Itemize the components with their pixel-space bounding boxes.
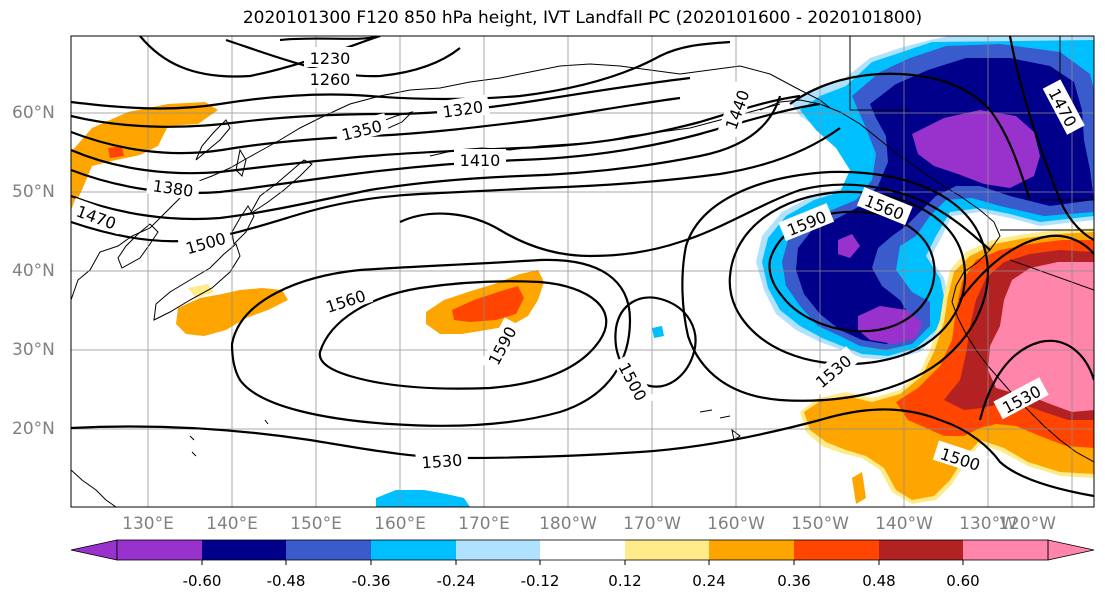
colorbar-segment — [794, 540, 879, 560]
ivt-field-shading — [376, 490, 470, 507]
contour-label: 1440 — [722, 87, 754, 132]
colorbar-outline — [116, 539, 1049, 561]
ivt-field-shading — [838, 234, 860, 258]
lon-label: 120°W — [998, 514, 1056, 534]
lon-label: 140°W — [875, 514, 933, 534]
colorbar-segment — [202, 540, 286, 560]
colorbar-segment — [286, 540, 371, 560]
colorbar-label: 0.36 — [777, 572, 811, 590]
ivt-field-shading — [852, 472, 866, 504]
contour-label: 1230 — [310, 49, 351, 68]
lon-label: 160°E — [374, 514, 426, 534]
colorbar-label: -0.60 — [182, 572, 222, 590]
ivt-shading — [71, 36, 1094, 507]
lon-label: 140°E — [206, 514, 258, 534]
colorbar-segment — [709, 540, 794, 560]
colorbar-label: -0.48 — [266, 572, 306, 590]
lon-label: 170°W — [623, 514, 681, 534]
colorbar-segment — [371, 540, 456, 560]
colorbar-label: -0.24 — [436, 572, 476, 590]
lat-label: 40°N — [12, 261, 55, 281]
colorbar-extend-high — [1047, 539, 1095, 561]
ivt-field-shading — [452, 286, 524, 322]
ivt-field-shading — [108, 146, 124, 158]
colorbar-segment — [625, 540, 709, 560]
ivt-field-shading — [188, 284, 214, 298]
colorbar-segment — [117, 540, 202, 560]
lon-label: 150°W — [791, 514, 849, 534]
colorbar-label: 0.24 — [692, 572, 726, 590]
ivt-field-shading — [652, 326, 664, 338]
lon-label: 130°E — [122, 514, 174, 534]
contour-label: 1530 — [421, 451, 463, 473]
map-title: 2020101300 F120 850 hPa height, IVT Land… — [242, 8, 923, 28]
colorbar-label: 0.48 — [862, 572, 896, 590]
ivt-field-shading — [912, 110, 1040, 188]
lat-label: 20°N — [12, 419, 55, 439]
ivt-field-shading — [858, 306, 922, 344]
colorbar-segment — [963, 540, 1048, 560]
colorbar-segment — [540, 540, 625, 560]
colorbar-label: -0.36 — [351, 572, 391, 590]
lon-label: 130°W — [959, 514, 1017, 534]
graticule — [71, 36, 1094, 507]
contour-label: 1350 — [340, 116, 384, 144]
map-frame — [70, 35, 1095, 508]
colorbar-extend-low — [70, 539, 118, 561]
colorbar-segment — [456, 540, 540, 560]
lat-label: 60°N — [12, 103, 55, 123]
colorbar-label: 0.12 — [608, 572, 642, 590]
contour-label: 1560 — [324, 286, 369, 317]
colorbar-segment — [879, 540, 963, 560]
contour-label: 1500 — [184, 229, 228, 258]
lon-label: 150°E — [290, 514, 342, 534]
colorbar-label: 0.60 — [946, 572, 980, 590]
height-contours — [71, 36, 1094, 498]
colorbar — [70, 539, 1095, 565]
lon-label: 160°W — [707, 514, 765, 534]
ivt-field-shading — [71, 102, 218, 212]
lat-label: 50°N — [12, 182, 55, 202]
contour-label: 1260 — [310, 70, 351, 89]
colorbar-label: -0.12 — [520, 572, 560, 590]
lon-label: 170°E — [458, 514, 510, 534]
lat-label: 30°N — [12, 340, 55, 360]
lon-label: 180°W — [539, 514, 597, 534]
contour-label: 1410 — [460, 151, 501, 170]
ivt-field-shading — [988, 262, 1094, 412]
